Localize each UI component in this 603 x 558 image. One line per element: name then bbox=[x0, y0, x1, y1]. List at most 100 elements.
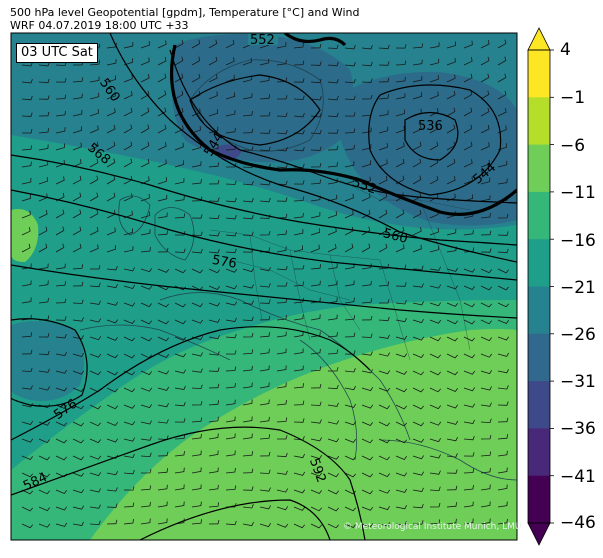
wind-barb bbox=[89, 60, 100, 66]
wind-barb bbox=[55, 506, 68, 511]
colorbar bbox=[527, 27, 554, 546]
wind-barb bbox=[293, 196, 305, 202]
wind-barb bbox=[106, 141, 116, 151]
wind-barb bbox=[191, 450, 202, 457]
wind-barb bbox=[225, 467, 236, 474]
wind-barb bbox=[327, 112, 339, 118]
wind-barb bbox=[242, 451, 253, 457]
wind-barb bbox=[38, 368, 50, 373]
wind-barb bbox=[21, 161, 32, 168]
wind-barb bbox=[72, 243, 82, 253]
run-info: WRF 04.07.2019 18:00 UTC +33 bbox=[10, 19, 189, 32]
wind-barb bbox=[310, 401, 322, 406]
wind-barb bbox=[21, 227, 31, 236]
wind-barb bbox=[174, 501, 185, 508]
wind-barb bbox=[310, 472, 323, 477]
wind-barb bbox=[55, 94, 67, 100]
wind-barb bbox=[361, 61, 373, 67]
wind-barb bbox=[480, 73, 490, 83]
wind-barb bbox=[327, 438, 340, 443]
colorbar-extend-max bbox=[527, 27, 551, 51]
wind-barb bbox=[21, 438, 34, 443]
wind-barb bbox=[361, 209, 371, 219]
wind-barb bbox=[89, 472, 102, 477]
wind-barb bbox=[378, 126, 389, 134]
wind-barb bbox=[429, 336, 442, 342]
wind-barb bbox=[310, 78, 322, 84]
wind-barb bbox=[242, 365, 253, 372]
wind-barb bbox=[55, 351, 67, 357]
wind-barb bbox=[293, 523, 306, 529]
wind-barb bbox=[480, 124, 490, 134]
wind-barb bbox=[429, 75, 439, 83]
wind-barb bbox=[395, 370, 408, 375]
wind-barb bbox=[72, 387, 85, 392]
wind-barb bbox=[38, 128, 49, 134]
wind-barb bbox=[446, 336, 459, 342]
wind-barb bbox=[497, 268, 510, 274]
wind-barb bbox=[157, 124, 167, 134]
wind-barb bbox=[327, 263, 338, 270]
wind-barb bbox=[327, 523, 340, 529]
wind-barb bbox=[174, 39, 184, 49]
colorbar-tick-label: −26 bbox=[560, 325, 596, 345]
wind-barb bbox=[123, 141, 133, 151]
wind-barb bbox=[327, 384, 339, 390]
wind-barb bbox=[225, 317, 237, 322]
wind-barb bbox=[242, 300, 254, 305]
wind-barb bbox=[38, 263, 49, 270]
wind-barb bbox=[429, 454, 441, 459]
wind-barb bbox=[259, 146, 271, 152]
wind-barb bbox=[225, 127, 236, 134]
wind-barb bbox=[123, 228, 134, 236]
wind-barb bbox=[38, 297, 49, 304]
wind-barb bbox=[123, 453, 135, 458]
contour-584-north bbox=[11, 264, 517, 319]
wind-barb bbox=[412, 43, 424, 49]
wind-barb bbox=[208, 467, 219, 474]
wind-barb bbox=[276, 298, 288, 304]
wind-barb bbox=[225, 520, 237, 526]
wind-barb bbox=[378, 489, 391, 494]
wind-barb bbox=[463, 419, 475, 424]
wind-barb bbox=[480, 302, 493, 308]
wind-barb bbox=[395, 353, 408, 358]
wind-barb bbox=[21, 489, 34, 495]
wind-barb bbox=[395, 387, 408, 393]
wind-barb bbox=[497, 484, 508, 491]
wind-barb bbox=[327, 95, 339, 101]
wind-barb bbox=[89, 175, 99, 185]
wind-barb bbox=[327, 489, 340, 495]
wind-barb bbox=[140, 124, 150, 134]
wind-barb bbox=[446, 90, 456, 100]
wind-barb bbox=[276, 470, 288, 475]
wind-barb bbox=[89, 158, 99, 168]
wind-barb bbox=[463, 40, 473, 49]
wind-barb bbox=[395, 142, 405, 151]
wind-barb bbox=[429, 486, 441, 492]
wind-barb bbox=[310, 506, 323, 512]
wind-barb bbox=[89, 353, 102, 358]
wind-barb bbox=[38, 472, 51, 478]
wind-barb bbox=[191, 467, 202, 474]
wind-barb bbox=[140, 501, 151, 508]
wind-barb bbox=[497, 213, 509, 219]
wind-barb bbox=[361, 243, 371, 253]
wind-barb bbox=[361, 369, 373, 374]
wind-barb bbox=[123, 107, 133, 117]
wind-barb bbox=[174, 467, 185, 474]
wind-barb bbox=[123, 267, 135, 272]
wind-barb bbox=[463, 485, 474, 491]
wind-barb bbox=[310, 454, 323, 460]
wind-barb bbox=[157, 319, 170, 325]
wind-barb bbox=[106, 404, 119, 410]
wind-barb bbox=[344, 421, 357, 426]
wind-barb bbox=[174, 178, 185, 185]
wind-barb bbox=[361, 386, 374, 392]
wind-barb bbox=[174, 385, 186, 390]
wind-barb bbox=[293, 264, 305, 270]
wind-barb bbox=[327, 79, 339, 84]
wind-barb bbox=[89, 192, 99, 202]
wind-barb bbox=[21, 263, 32, 270]
wind-barb bbox=[463, 90, 473, 100]
